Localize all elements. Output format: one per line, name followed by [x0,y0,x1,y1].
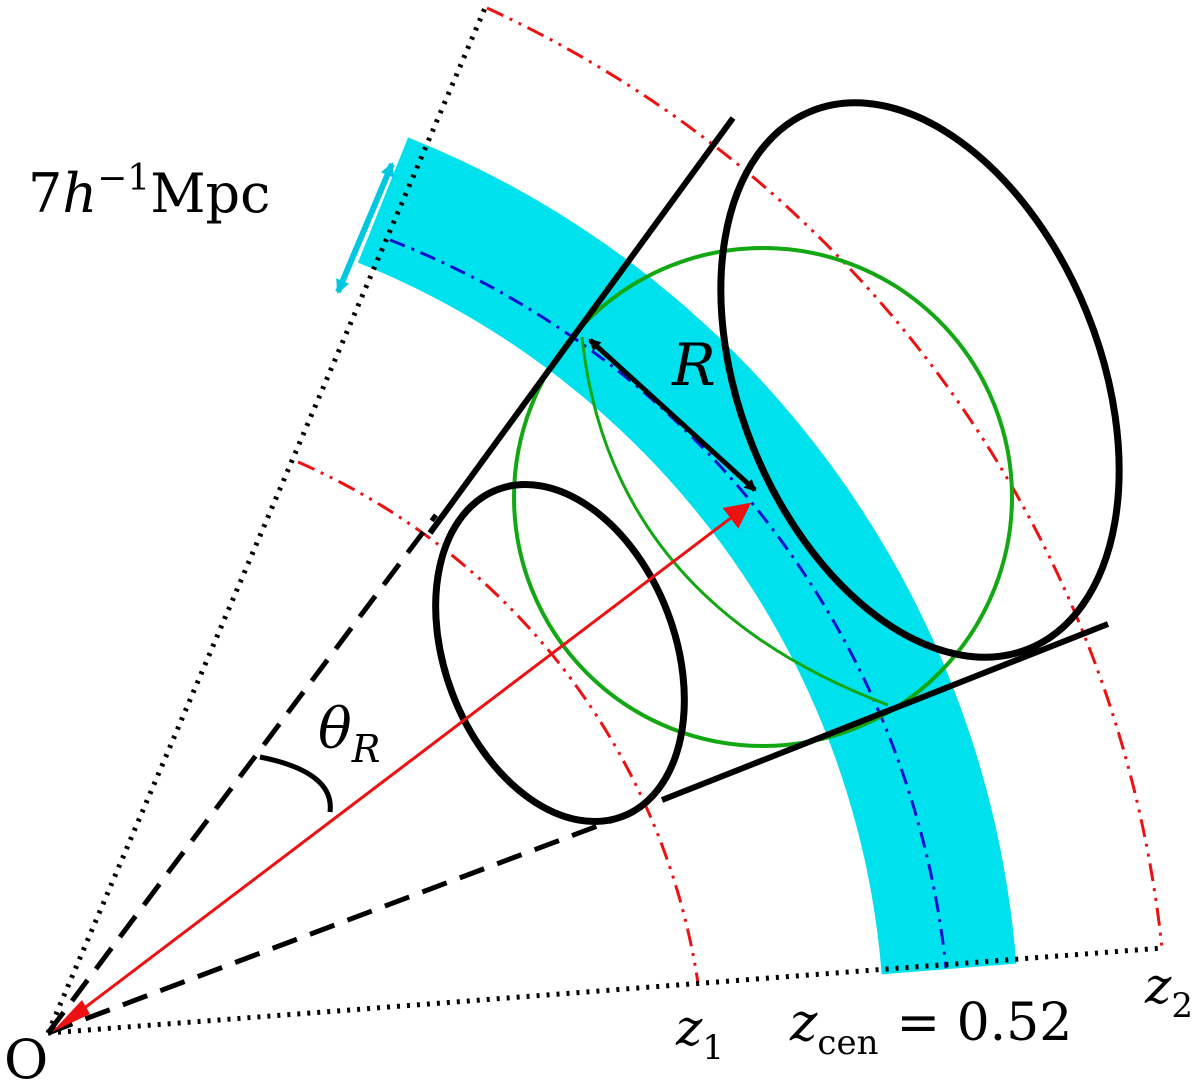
zcen-subscript: cen [817,1023,878,1063]
theta-subscript: R [351,727,381,771]
scale-unit: Mpc [150,162,270,225]
theta-label: θR [318,697,380,771]
cone-dashed-edge-lower [47,807,641,1036]
shell-width-arrow [335,162,395,294]
z1-label: z1 [675,999,724,1068]
radius-arrow [588,338,757,492]
zcen-symbol: z [789,993,818,1053]
cone-side-lower [660,621,1110,803]
scale-h: h [62,162,97,225]
z1-subscript: 1 [702,1028,724,1068]
zcen-arc [389,238,948,969]
cone-near-ellipse [432,481,688,825]
scale-value: 7 [28,162,62,225]
sphere-circle [512,246,1014,748]
theta-symbol: θ [318,697,352,762]
z1-symbol: z [675,999,703,1057]
z2-subscript: 2 [1171,986,1193,1026]
lightcone-edge-lower [47,945,1164,1036]
z2-arc [486,6,1164,949]
scale-label: 7h−1Mpc [28,158,270,225]
zcen-label: zcen = 0.52 [789,993,1072,1063]
origin-arrowhead [52,1000,90,1032]
z2-symbol: z [1144,957,1172,1015]
radius-label: R [671,331,716,399]
redshift-shell-band [357,137,1017,975]
z2-label: z2 [1144,957,1193,1026]
zcen-value: = 0.52 [896,993,1072,1053]
z1-arc [297,460,700,984]
cone-dashed-edge-upper [45,513,439,1035]
position-vector [61,502,752,1027]
theta-arc [259,754,333,813]
scale-exponent: −1 [97,158,150,199]
cone-side-upper [427,116,736,535]
origin-label: O [4,1028,48,1083]
